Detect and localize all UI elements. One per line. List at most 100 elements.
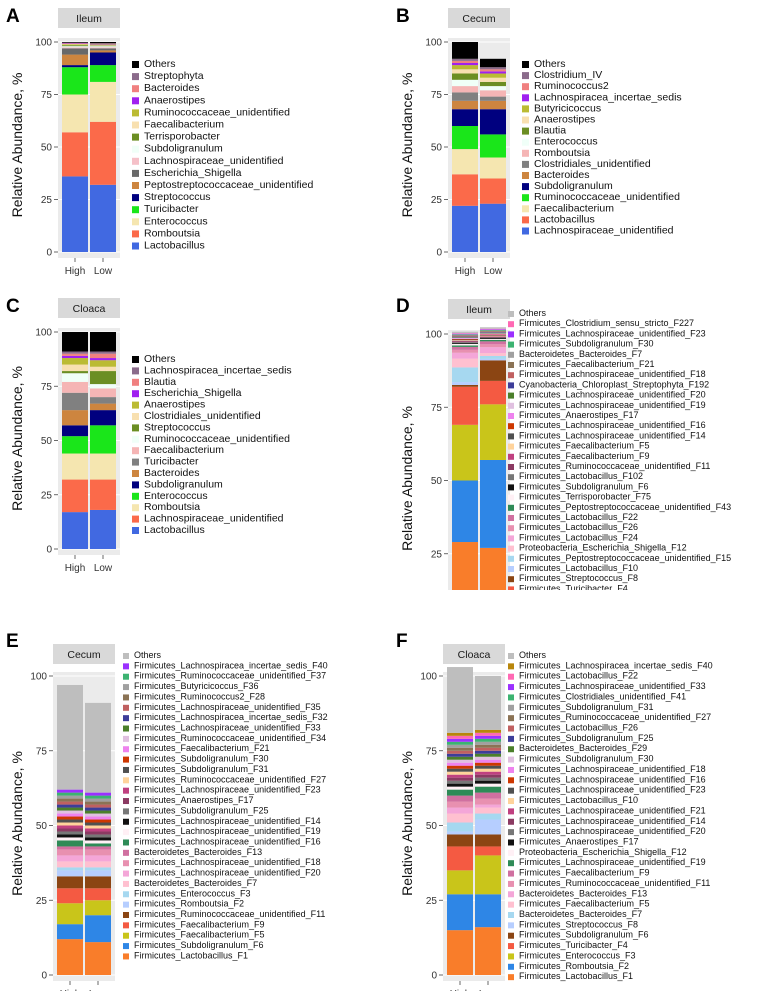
legend-label: Enterococcus	[144, 490, 208, 502]
legend-swatch	[132, 504, 139, 511]
legend-swatch	[123, 819, 129, 825]
bar-segment-firmicutes-faecalibacterium-f5-low	[85, 900, 111, 915]
bar-segment-firmicutes-subdoligranulum-f30-high	[452, 334, 478, 335]
bar-segment-firmicutes-streptococcus-f8-low	[480, 360, 506, 381]
legend-label: Firmicutes_Subdoligranulum_F6	[134, 940, 264, 950]
bar-segment-bacteroidetes-bacteroides-f7-low	[475, 814, 501, 820]
y-tick-label: 75	[41, 90, 53, 101]
bar-segment-firmicutes-lactobacillus-f1-high	[57, 939, 83, 975]
bar-segment-faecalibacterium-high	[62, 382, 88, 393]
legend-swatch	[522, 128, 529, 135]
legend-label: Subdoligranulum	[144, 478, 223, 490]
legend-swatch	[508, 556, 514, 562]
bar-segment-bacteroidetes-bacteroides-f13-low	[85, 846, 111, 849]
legend-label: Anaerostipes	[144, 94, 205, 106]
bar-segment-firmicutes-lactobacillus-f10-high	[452, 382, 478, 385]
legend-label: Firmicutes_Romboutsia_F2	[134, 899, 244, 909]
bar-segment-ruminococcaceae-unidentified-low	[480, 134, 506, 157]
legend-label: Firmicutes_Lachnospiraceae_unidentified_…	[519, 328, 706, 338]
legend-swatch	[508, 403, 514, 409]
bar-segment-firmicutes-lachnospiraceae-unidentified-f19-low	[85, 840, 111, 843]
legend-label: Streptophyta	[144, 70, 204, 82]
y-tick-label: 75	[41, 382, 53, 393]
y-tick-label: 25	[426, 896, 438, 907]
bar-segment-streptococcus-low	[90, 53, 116, 66]
bar-segment-firmicutes-lachnospiraceae-unidentified-f18-low	[85, 849, 111, 855]
bar-segment-bacteroidetes-bacteroides-f7-high	[57, 861, 83, 867]
bar-segment-romboutsia-low	[480, 90, 506, 96]
bar-segment-firmicutes-lachnospiracea-incertae-sedis-f40-low	[85, 793, 111, 796]
legend-label: Firmicutes_Clostridiales_unidentified_F4…	[519, 691, 686, 701]
bar-segment-enterococcus-high	[452, 80, 478, 86]
legend-label: Lachnospiraceae_unidentified	[144, 513, 284, 525]
bar-segment-firmicutes-subdoligranulum-f25-low	[475, 751, 501, 754]
bar-segment-firmicutes-lachnospiracea-incertae-sedis-f40-low	[475, 730, 501, 733]
legend-swatch	[508, 515, 514, 521]
legend-label: Firmicutes_Lachnospiraceae_unidentified_…	[519, 826, 706, 836]
legend-label: Bacteroidetes_Bacteroides_F7	[134, 878, 257, 888]
bar-segment-firmicutes-lactobacillus-f22-high	[452, 347, 478, 350]
bar-segment-firmicutes-romboutsia-f2-low	[480, 460, 506, 548]
bar-segment-others-low	[85, 703, 111, 793]
bar-segment-firmicutes-anaerostipes-f17-high	[447, 784, 473, 787]
y-tick-label: 75	[431, 90, 443, 101]
bar-segment-lactobacillus-low	[90, 185, 116, 252]
bar-segment-firmicutes-subdoligranulum-f25-high	[57, 831, 83, 834]
bar-segment-faecalibacterium-high	[62, 45, 88, 46]
legend-swatch	[132, 97, 139, 104]
legend-label: Lachnospiraceae_unidentified	[144, 155, 284, 167]
bar-segment-clostridiales-unidentified-low	[480, 97, 506, 101]
legend-label: Firmicutes_Lactobacillus_F1	[519, 971, 633, 981]
legend-label: Firmicutes_Subdoligranulum_F30	[519, 754, 654, 764]
bar-segment-firmicutes-subdoligranulum-f31-high	[447, 745, 473, 748]
legend-swatch	[508, 736, 514, 742]
y-tick-label: 100	[425, 38, 442, 49]
legend-swatch	[508, 495, 514, 501]
bar-segment-ruminococcus2-low	[480, 69, 506, 71]
panel-letter: B	[396, 6, 410, 27]
bar-segment-firmicutes-romboutsia-f2-low	[85, 870, 111, 876]
y-axis-label: Relative Abundance, %	[9, 73, 25, 218]
bar-segment-firmicutes-anaerostipes-f17-high	[57, 828, 83, 831]
legend-swatch	[508, 933, 514, 939]
legend-swatch	[522, 139, 529, 146]
legend-swatch	[508, 413, 514, 419]
bar-segment-streptococcus-low	[90, 371, 116, 384]
legend-label: Escherichia_Shigella	[144, 387, 242, 399]
bar-segment-others-high	[447, 667, 473, 733]
legend-swatch	[508, 902, 514, 908]
bar-segment-lachnospiraceae-unidentified-low	[480, 204, 506, 252]
legend-label: Bacteroidetes_Bacteroides_F7	[519, 909, 642, 919]
bar-segment-firmicutes-romboutsia-f2-high	[447, 894, 473, 930]
legend-label: Firmicutes_Lactobacillus_F26	[519, 723, 638, 733]
legend-label: Firmicutes_Lachnospiraceae_unidentified_…	[134, 826, 321, 836]
legend-swatch	[522, 117, 529, 124]
legend-label: Firmicutes_Lactobacillus_F102	[519, 471, 643, 481]
legend-swatch	[132, 379, 139, 386]
legend-label: Firmicutes_Lachnospiraceae_unidentified_…	[134, 868, 321, 878]
bar-segment-enterococcus-low	[90, 82, 116, 122]
bar-segment-firmicutes-faecalibacterium-f21-high	[57, 814, 83, 817]
legend-swatch	[132, 459, 139, 466]
bar-segment-firmicutes-lachnospiraceae-unidentified-f18-low	[480, 332, 506, 333]
bar-segment-bacteroidetes-bacteroides-f7-high	[452, 335, 478, 336]
legend-swatch	[508, 819, 514, 825]
bar-segment-firmicutes-ruminococcus2-f28-low	[85, 802, 111, 805]
legend-label: Firmicutes_Ruminococcaceae_unidentified_…	[519, 712, 711, 722]
bar-segment-firmicutes-subdoligranulum-f30-high	[57, 817, 83, 820]
bar-segment-ruminococcaceae-unidentified-high	[62, 44, 88, 45]
legend-label: Firmicutes_Anaerostipes_F17	[134, 795, 254, 805]
bar-segment-turicibacter-high	[62, 67, 88, 94]
bar-segment-firmicutes-romboutsia-f2-high	[452, 481, 478, 543]
legend-swatch	[508, 943, 514, 949]
legend-label: Firmicutes_Lachnospiraceae_unidentified_…	[519, 857, 706, 867]
legend-label: Firmicutes_Lachnospiraceae_unidentified_…	[134, 702, 321, 712]
legend-label: Firmicutes_Lachnospiracea_incertae_sedis…	[134, 660, 328, 670]
legend-label: Enterococcus	[144, 215, 208, 227]
bar-segment-firmicutes-butyricicoccus-f36-low	[85, 799, 111, 802]
legend-swatch	[132, 158, 139, 165]
bar-segment-lachnospiracea-incertae-sedis-high	[62, 352, 88, 354]
